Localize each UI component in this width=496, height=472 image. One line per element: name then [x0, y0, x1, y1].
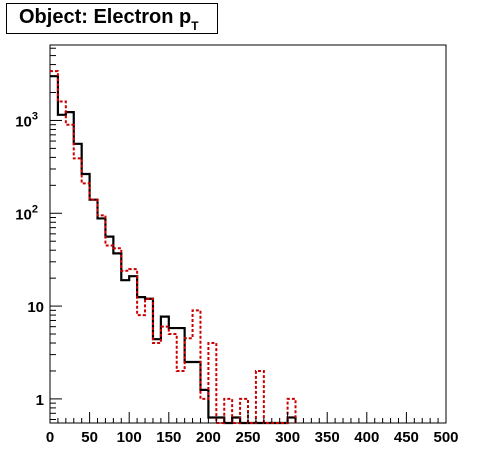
- y-tick-label: 10: [27, 299, 44, 316]
- x-tick-label: 200: [196, 429, 221, 446]
- x-tick-label: 400: [354, 429, 379, 446]
- chart-title-main: Object: Electron p: [19, 6, 192, 28]
- x-tick-label: 100: [117, 429, 142, 446]
- chart-title-subscript: T: [191, 19, 199, 33]
- y-tick-label: 1: [36, 392, 44, 409]
- y-tick-label: 102: [15, 203, 38, 223]
- chart-title: Object: Electron pT: [19, 6, 199, 33]
- y-tick-label: 103: [15, 110, 38, 130]
- x-tick-label: 500: [433, 429, 458, 446]
- x-tick-label: 350: [315, 429, 340, 446]
- plot-frame: [49, 44, 447, 424]
- chart-title-box: Object: Electron pT: [6, 3, 218, 34]
- x-tick-label: 450: [394, 429, 419, 446]
- x-tick-label: 150: [156, 429, 181, 446]
- x-tick-label: 250: [235, 429, 260, 446]
- x-tick-label: 300: [275, 429, 300, 446]
- x-tick-label: 0: [46, 429, 54, 446]
- series-1-step-line: [50, 70, 297, 424]
- x-tick-label: 50: [81, 429, 98, 446]
